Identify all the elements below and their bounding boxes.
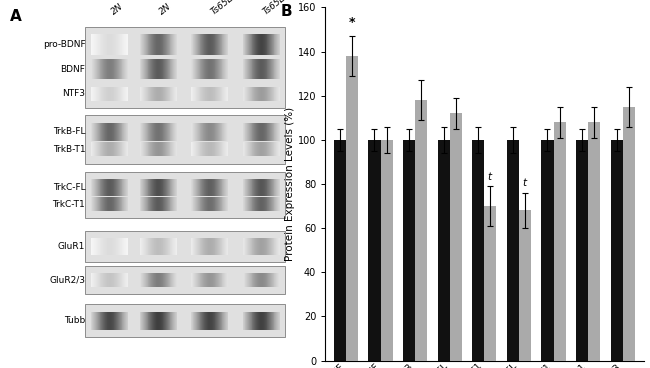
Text: TrkB-FL: TrkB-FL (53, 127, 85, 136)
Text: NTF3: NTF3 (62, 89, 85, 98)
Bar (484, 206, 497, 361)
Bar (473, 140, 484, 361)
Bar (85, 172, 285, 218)
Bar (85, 304, 285, 337)
Text: Ts65Dn: Ts65Dn (209, 0, 241, 16)
Text: Tubb: Tubb (64, 316, 85, 325)
Bar (541, 140, 554, 361)
Bar (576, 140, 588, 361)
Bar (403, 140, 415, 361)
Text: GluR1: GluR1 (58, 242, 85, 251)
Text: TrkC-FL: TrkC-FL (53, 183, 85, 192)
Bar (380, 140, 393, 361)
Text: 2N: 2N (158, 1, 174, 16)
Bar (554, 122, 566, 361)
Text: Ts65Dn: Ts65Dn (261, 0, 293, 16)
Bar (588, 122, 600, 361)
Text: B: B (281, 4, 292, 19)
Bar (519, 210, 531, 361)
Text: 2N: 2N (110, 1, 125, 16)
Bar (623, 107, 635, 361)
Text: TrkC-T1: TrkC-T1 (53, 199, 85, 209)
Text: BDNF: BDNF (60, 65, 85, 74)
Y-axis label: Protein Expression Levels (%): Protein Expression Levels (%) (285, 107, 295, 261)
Bar (334, 140, 346, 361)
Bar (610, 140, 623, 361)
Text: $t$: $t$ (522, 176, 528, 188)
Bar (437, 140, 450, 361)
Bar (346, 56, 358, 361)
Bar (85, 231, 285, 262)
Text: A: A (10, 9, 21, 24)
Bar (369, 140, 380, 361)
Text: GluR2/3: GluR2/3 (49, 276, 85, 284)
Bar (450, 113, 462, 361)
Text: *: * (349, 17, 356, 29)
Bar (85, 27, 285, 108)
Bar (85, 116, 285, 163)
Bar (85, 266, 285, 294)
Text: TrkB-T1: TrkB-T1 (53, 145, 85, 154)
Bar (415, 100, 427, 361)
Bar (507, 140, 519, 361)
Text: $t$: $t$ (488, 170, 493, 182)
Text: pro-BDNF: pro-BDNF (43, 40, 85, 49)
